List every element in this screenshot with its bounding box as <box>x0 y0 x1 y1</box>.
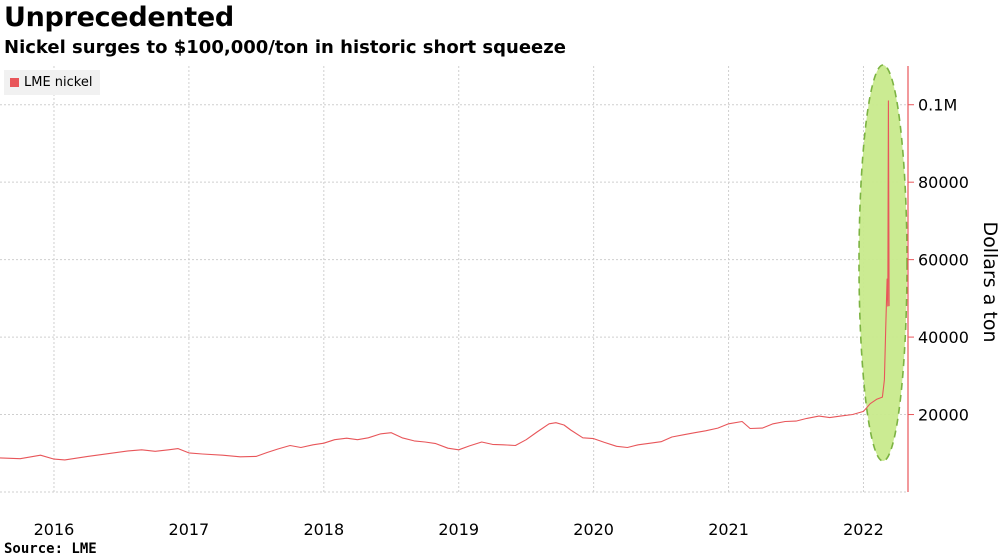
y-axis-label: Dollars a ton <box>979 221 1000 343</box>
chart-legend: LME nickel <box>4 70 101 95</box>
legend-label: LME nickel <box>24 75 93 90</box>
legend-swatch <box>10 78 19 87</box>
x-tick-label: 2022 <box>843 520 884 539</box>
highlight-ellipse <box>858 64 908 462</box>
y-tick-label: 0.1M <box>918 96 957 115</box>
chart-subtitle: Nickel surges to $100,000/ton in histori… <box>4 37 566 58</box>
source-note: Source: LME <box>4 541 97 557</box>
y-tick-label: 20000 <box>918 406 969 425</box>
x-tick-label: 2019 <box>438 520 479 539</box>
x-tick-label: 2021 <box>708 520 749 539</box>
x-tick-label: 2016 <box>34 520 75 539</box>
y-tick-label: 80000 <box>918 173 969 192</box>
x-tick-label: 2017 <box>169 520 210 539</box>
y-tick-label: 40000 <box>918 328 969 347</box>
series-line-lme-nickel <box>0 100 890 461</box>
x-tick-label: 2020 <box>573 520 614 539</box>
chart-title: Unprecedented <box>4 2 234 33</box>
y-tick-label: 60000 <box>918 251 969 270</box>
x-tick-label: 2018 <box>303 520 344 539</box>
